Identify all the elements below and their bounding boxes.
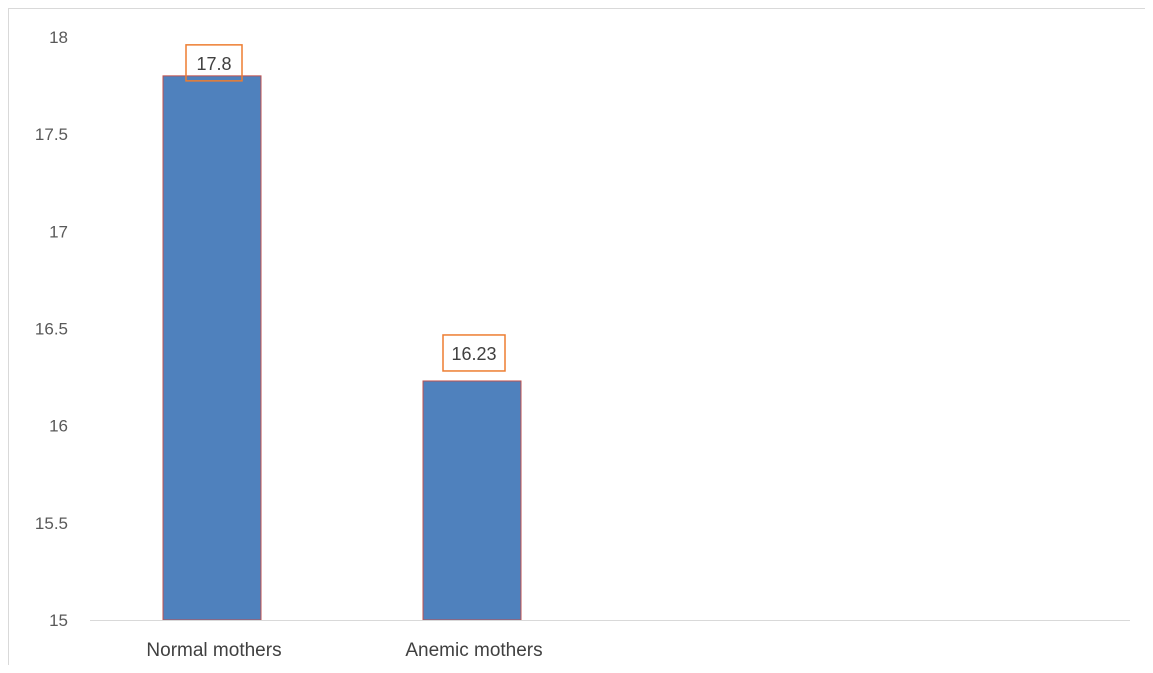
data-label: 16.23 bbox=[451, 344, 496, 364]
y-tick-label: 15.5 bbox=[35, 514, 68, 533]
y-tick-label: 17.5 bbox=[35, 125, 68, 144]
y-tick-label: 15 bbox=[49, 611, 68, 630]
x-category-label: Anemic mothers bbox=[405, 640, 542, 661]
bars-group bbox=[162, 75, 522, 621]
bar-normal-mothers bbox=[162, 75, 262, 621]
bar-anemic-mothers bbox=[422, 380, 522, 621]
y-tick-label: 17 bbox=[49, 222, 68, 241]
y-axis-ticks: 15 15.5 16 16.5 17 17.5 18 bbox=[35, 28, 68, 630]
data-label-box bbox=[442, 334, 506, 372]
chart-frame bbox=[8, 8, 1145, 665]
y-tick-label: 18 bbox=[49, 28, 68, 47]
data-label-box bbox=[185, 44, 243, 82]
data-labels: 17.8 16.23 bbox=[185, 44, 506, 372]
data-label: 17.8 bbox=[196, 54, 231, 74]
x-category-label: Normal mothers bbox=[146, 640, 281, 661]
y-tick-label: 16 bbox=[49, 417, 68, 436]
y-tick-label: 16.5 bbox=[35, 320, 68, 339]
category-labels: Normal mothers Anemic mothers bbox=[146, 640, 542, 661]
